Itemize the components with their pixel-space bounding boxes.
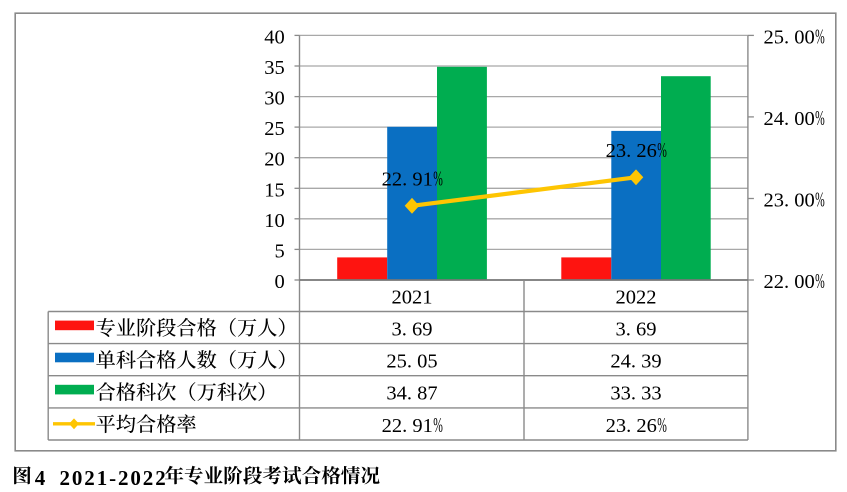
svg-text:%: % <box>657 138 667 162</box>
svg-text:4: 4 <box>35 466 46 490</box>
svg-text:5: 5 <box>275 240 285 262</box>
svg-text:24. 00: 24. 00 <box>764 108 815 130</box>
svg-text:2022: 2022 <box>616 286 657 308</box>
svg-text:34. 87: 34. 87 <box>386 383 437 405</box>
svg-text:3. 69: 3. 69 <box>392 318 433 340</box>
svg-text:%: % <box>815 25 825 49</box>
svg-text:2021: 2021 <box>392 286 433 308</box>
svg-text:%: % <box>815 106 825 130</box>
svg-text:25: 25 <box>264 118 285 140</box>
svg-text:24. 39: 24. 39 <box>610 351 661 373</box>
svg-text:22. 00: 22. 00 <box>764 271 815 293</box>
svg-text:22. 91: 22. 91 <box>382 415 433 437</box>
svg-text:%: % <box>815 269 825 293</box>
svg-text:23. 26: 23. 26 <box>606 140 657 162</box>
svg-text:3. 69: 3. 69 <box>616 318 657 340</box>
svg-text:23. 00: 23. 00 <box>764 189 815 211</box>
svg-text:%: % <box>433 413 443 437</box>
svg-text:25. 05: 25. 05 <box>386 351 437 373</box>
svg-text:22. 91: 22. 91 <box>382 168 433 190</box>
svg-text:15: 15 <box>264 179 285 201</box>
svg-text:33. 33: 33. 33 <box>610 383 661 405</box>
svg-text:23. 26: 23. 26 <box>606 415 657 437</box>
svg-text:40: 40 <box>264 26 285 48</box>
svg-text:10: 10 <box>264 210 285 232</box>
svg-text:2021-2022: 2021-2022 <box>60 466 168 490</box>
svg-text:25. 00: 25. 00 <box>764 26 815 48</box>
svg-text:0: 0 <box>275 271 285 293</box>
svg-text:20: 20 <box>264 149 285 171</box>
svg-text:%: % <box>657 413 667 437</box>
svg-text:35: 35 <box>264 57 285 79</box>
svg-text:%: % <box>815 188 825 212</box>
svg-text:%: % <box>433 167 443 191</box>
svg-text:30: 30 <box>264 88 285 110</box>
